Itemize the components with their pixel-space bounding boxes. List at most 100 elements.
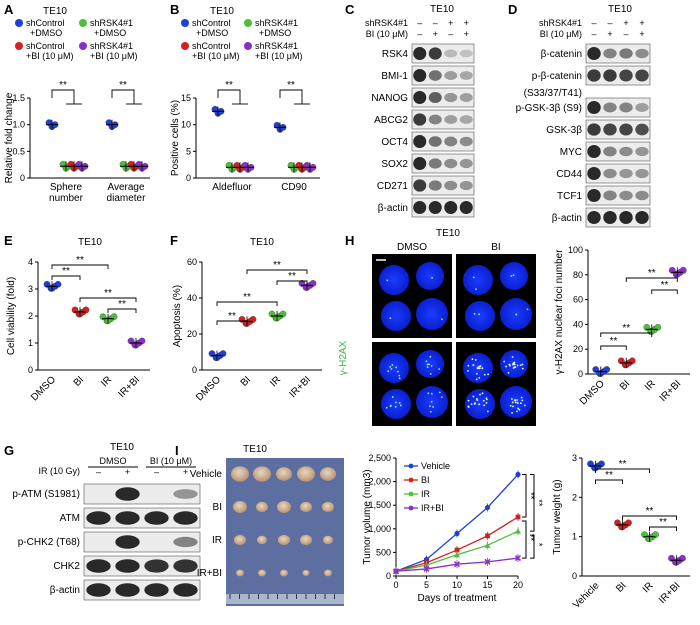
blot-band <box>144 583 169 597</box>
blot-band <box>619 48 633 59</box>
focus <box>396 370 399 373</box>
legend-a-item-1-line1: shControl <box>26 18 65 28</box>
blot-band <box>173 536 198 548</box>
y-tick-label: 0 <box>578 369 583 379</box>
focus <box>427 392 430 395</box>
legend-marker <box>408 491 414 497</box>
blot-condition-label: BI (10 μM) <box>540 29 582 39</box>
y-tick-label: 1.5 <box>12 93 25 103</box>
y-tick-label: 5 <box>186 146 191 156</box>
blot-band <box>115 559 140 573</box>
focus <box>482 399 485 402</box>
panel-d-letter: D <box>508 2 517 17</box>
blot-band <box>603 123 617 136</box>
x-category-label: BI <box>614 580 628 594</box>
focus <box>472 395 475 398</box>
panel-c: C TE10 shRSK4#1– – + +BI (10 μM) – + – +RSK4BMI… <box>345 2 475 218</box>
legend-a-item-4-line2: +BI (10 μM) <box>90 51 137 61</box>
blot-band <box>86 583 111 597</box>
blot-band <box>587 189 601 202</box>
x-category-label: CD90 <box>281 182 307 193</box>
tumor-photo: Vehicle BI IR IR+BI <box>190 458 344 606</box>
y-tick-label: 0 <box>28 365 33 375</box>
focus <box>521 363 524 366</box>
blot-band <box>635 146 649 157</box>
blot-sign: – <box>623 29 628 39</box>
focus <box>511 356 514 358</box>
focus <box>475 288 477 291</box>
legend-b-item-3-line1: shControl <box>192 41 231 51</box>
microscopy-grid: DMSO BI IR IR+BI <box>372 242 536 426</box>
focus <box>394 405 397 408</box>
focus <box>511 412 513 414</box>
focus <box>441 318 443 321</box>
blot-band <box>459 158 473 169</box>
chart-e: 0 1 2 3 4 Cell viability (fold) DMSO BI IR IR+BI *… <box>6 255 150 403</box>
focus <box>428 363 430 366</box>
blot-band-label: BMI-1 <box>381 71 408 82</box>
blot-band-label: ATM <box>60 513 80 524</box>
y-tick-label: 40 <box>187 293 197 303</box>
blot-sign: – <box>154 467 159 477</box>
data-point <box>515 528 521 534</box>
focus <box>398 402 401 404</box>
focus <box>426 363 429 366</box>
focus <box>510 398 513 400</box>
blot-sign: + <box>125 467 130 477</box>
focus <box>507 371 510 374</box>
blot-band-label: CD44 <box>556 169 582 180</box>
blot-group-label: DMSO <box>100 456 127 466</box>
y-tick-label: 60 <box>187 257 197 267</box>
focus <box>481 367 484 370</box>
x-category-label: IR+BI <box>657 580 683 606</box>
tumor <box>323 535 333 545</box>
focus <box>398 374 401 377</box>
y-tick-label: 1.0 <box>12 120 25 130</box>
focus <box>512 367 515 369</box>
x-category-label: IR+BI <box>287 374 313 400</box>
y-tick-label: 0 <box>20 173 25 183</box>
blot-band <box>459 136 473 147</box>
y-tick-label: 0 <box>386 571 391 581</box>
y-axis-title: Cell viability (fold) <box>6 277 17 355</box>
legend-a-dot-4 <box>79 42 87 50</box>
data-point <box>484 558 491 565</box>
blot-d: shRSK4#1– – + +BI (10 μM) – + – +β-cateninp-β-c… <box>516 18 651 228</box>
y-tick-label: 0.5 <box>12 146 25 156</box>
focus <box>473 403 476 405</box>
blot-band-label: β-catenin <box>541 49 582 60</box>
blot-band <box>459 180 473 191</box>
sig-bracket <box>51 89 75 98</box>
blot-condition-label: shRSK4#1 <box>539 18 582 28</box>
legend-a-item-2-line2: +DMSO <box>94 28 126 38</box>
blot-band <box>619 123 633 136</box>
tumor <box>234 534 246 546</box>
blot-sign: – <box>607 18 612 28</box>
micro-label: DMSO <box>397 242 427 253</box>
panel-a-letter: A <box>4 2 14 17</box>
y-tick-label: 4 <box>28 257 33 267</box>
tumor <box>253 466 271 482</box>
tumor-row-label: Vehicle <box>190 469 223 480</box>
blot-sign: – <box>417 29 422 39</box>
blot-band <box>444 180 458 191</box>
focus <box>512 405 514 408</box>
legend-a-dot-2 <box>79 19 87 27</box>
focus <box>520 396 523 399</box>
blot-band <box>603 211 617 224</box>
blot-band <box>459 201 473 214</box>
focus <box>516 364 519 367</box>
sig-label: ** <box>118 299 126 310</box>
tumor <box>302 570 310 576</box>
blot-band <box>444 71 458 80</box>
blot-band-label: ABCG2 <box>374 115 408 126</box>
data-point <box>485 533 490 539</box>
x-category-label: DMSO <box>194 374 223 403</box>
blot-band <box>587 47 601 60</box>
tumor <box>324 569 332 577</box>
blot-band <box>603 48 617 59</box>
x-category-label: IR <box>99 374 114 389</box>
tumor <box>256 501 268 513</box>
blot-band <box>115 535 140 549</box>
y-axis-title: γ-H2AX nuclear foci number <box>554 249 565 375</box>
